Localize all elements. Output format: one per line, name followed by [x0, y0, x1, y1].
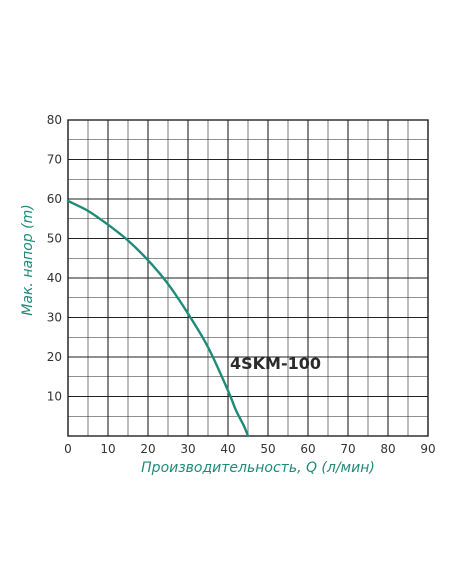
series-label-4skm-100: 4SKM-100 — [230, 354, 321, 373]
x-tick-label: 90 — [420, 442, 435, 456]
y-axis-title: Мак. напор (m) — [20, 204, 36, 315]
x-tick-label: 70 — [340, 442, 355, 456]
y-tick-label: 60 — [47, 192, 62, 206]
y-tick-label: 20 — [47, 350, 62, 364]
y-tick-label: 30 — [47, 311, 62, 325]
x-tick-label: 50 — [260, 442, 275, 456]
x-tick-label: 40 — [220, 442, 235, 456]
x-tick-label: 0 — [64, 442, 72, 456]
x-tick-label: 60 — [300, 442, 315, 456]
x-tick-label: 20 — [140, 442, 155, 456]
y-tick-label: 40 — [47, 271, 62, 285]
x-tick-label: 10 — [100, 442, 115, 456]
grid — [67, 119, 429, 437]
x-tick-label: 30 — [180, 442, 195, 456]
x-axis-ticks: 0 10 20 30 40 50 60 70 80 90 — [64, 442, 435, 456]
series-line-4skm-100 — [66, 199, 250, 438]
y-tick-label: 50 — [47, 232, 62, 246]
y-axis-ticks: 10 20 30 40 50 60 70 80 — [47, 113, 62, 404]
y-tick-label: 80 — [47, 113, 62, 127]
y-tick-label: 70 — [47, 153, 62, 167]
x-tick-label: 80 — [380, 442, 395, 456]
y-tick-label: 10 — [47, 390, 62, 404]
x-axis-title: Производительность, Q (л/мин) — [141, 460, 375, 476]
